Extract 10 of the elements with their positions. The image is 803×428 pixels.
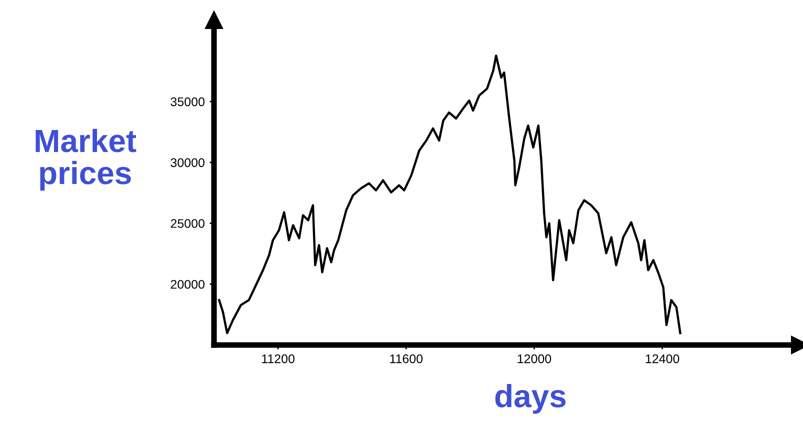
x-tick-label: 12400 [646, 354, 680, 364]
x-tick-label: 12000 [518, 354, 552, 364]
x-tick-label: 11200 [262, 354, 294, 364]
y-tick-label: 35000 [170, 97, 204, 106]
y-tick-label: 20000 [170, 280, 204, 289]
y-tick-label: 30000 [170, 158, 204, 168]
x-axis-title: days [495, 384, 566, 414]
y-tick-label: 25000 [170, 219, 204, 228]
y-axis-title: Market prices [36, 128, 136, 191]
x-tick-label: 11600 [390, 354, 423, 364]
